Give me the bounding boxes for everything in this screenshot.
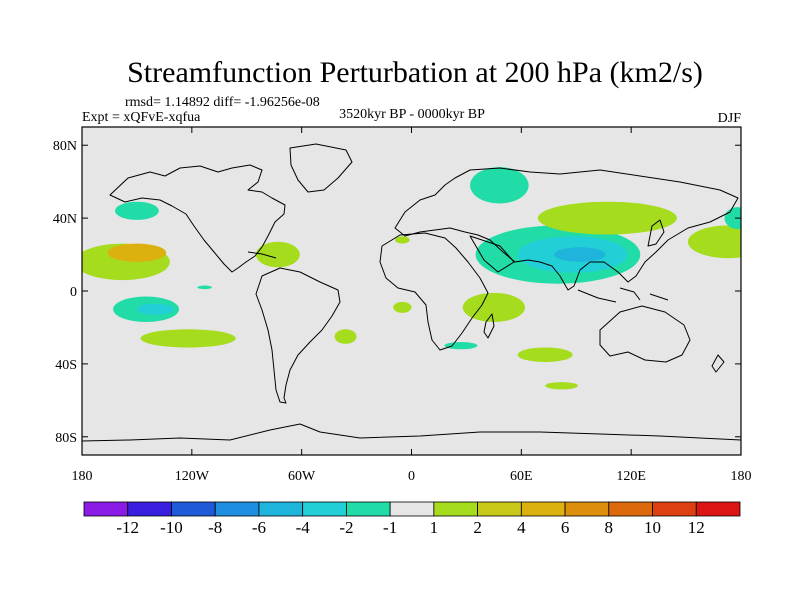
anomaly-16 [462,292,525,322]
period-text: 3520kyr BP - 0000kyr BP [339,107,485,122]
anomaly-21 [545,382,579,390]
anomaly-10 [393,301,412,313]
colorbar-swatch-7 [389,501,435,517]
season-text: DJF [718,111,742,126]
anomaly-9 [395,236,410,244]
experiment-text: Expt = xQFvE-xqfua [82,110,201,125]
anomaly-17 [537,201,677,235]
y-tick-label-0: 80N [53,139,77,154]
colorbar: -12 -10 -8 -6 -4 -2 -1 1 2 4 6 8 10 12 [83,501,741,537]
coast-north-america [109,164,286,273]
coast-new-zealand [711,354,725,373]
colorbar-swatch-1 [127,501,172,517]
colorbar-label-9: 4 [517,518,526,537]
anomaly-12 [470,167,529,204]
colorbar-swatch-0 [83,501,129,517]
anomaly-1 [107,243,167,262]
colorbar-swatch-12 [608,501,653,517]
colorbar-swatch-8 [433,501,479,517]
colorbar-label-10: 6 [561,518,570,537]
anomaly-layer [82,167,741,390]
y-tick-label-2: 0 [70,285,77,300]
colorbar-label-7: 1 [430,518,439,537]
anomaly-7 [255,241,300,268]
coast-eurasia [394,167,739,291]
colorbar-swatch-3 [214,501,260,517]
anomaly-11 [444,342,478,350]
colorbar-swatch-2 [171,501,216,517]
coastlines [82,143,741,442]
anomaly-20 [517,347,573,363]
anomaly-2 [114,201,159,220]
coast-madagascar [483,313,495,339]
anomaly-8 [334,329,357,344]
anomaly-15 [554,247,606,262]
coast-south-america [255,267,341,404]
axes: 180 120W 60W 0 60E 120E 180 80N 40N 0 40S 80S [53,127,752,484]
x-tick-label-4: 60E [510,469,533,484]
x-tick-label-2: 60W [288,469,316,484]
colorbar-label-5: -2 [339,518,353,537]
colorbar-swatch-14 [695,501,741,517]
coast-greenland [289,143,353,193]
colorbar-label-3: -6 [252,518,266,537]
y-tick-label-1: 40N [53,212,77,227]
colorbar-label-0: -12 [116,518,139,537]
x-tick-label-1: 120W [175,469,210,484]
anomaly-6 [197,285,212,290]
x-tick-label-3: 0 [408,469,415,484]
x-tick-label-5: 120E [616,469,646,484]
coast-africa [379,232,489,351]
colorbar-label-1: -10 [160,518,183,537]
x-tick-label-6: 180 [731,469,752,484]
anomaly-18 [687,225,741,259]
coast-arabia [469,235,515,273]
coast-indonesia [577,287,669,303]
coast-australia [599,305,691,363]
coast-cuba [247,251,277,259]
anomaly-4 [136,303,174,315]
colorbar-label-2: -8 [208,518,222,537]
y-tick-label-4: 80S [55,431,77,446]
x-tick-label-0: 180 [72,469,93,484]
stats-text: rmsd= 1.14892 diff= -1.96256e-08 [125,95,320,110]
colorbar-swatch-11 [564,501,610,517]
colorbar-swatch-9 [477,501,522,517]
colorbar-swatch-5 [302,501,347,517]
coast-antarctica [82,423,741,442]
colorbar-label-6: -1 [383,518,397,537]
y-tick-label-3: 40S [55,358,77,373]
colorbar-label-4: -4 [296,518,311,537]
colorbar-label-12: 10 [644,518,661,537]
anomaly-5 [140,329,236,348]
colorbar-label-11: 8 [605,518,614,537]
colorbar-label-13: 12 [688,518,705,537]
colorbar-swatch-10 [520,501,566,517]
colorbar-swatch-13 [652,501,697,517]
colorbar-swatch-6 [345,501,391,517]
colorbar-label-8: 2 [473,518,482,537]
chart-title: Streamfunction Perturbation at 200 hPa (… [127,56,703,89]
colorbar-swatch-4 [258,501,304,517]
coast-japan [647,219,665,247]
